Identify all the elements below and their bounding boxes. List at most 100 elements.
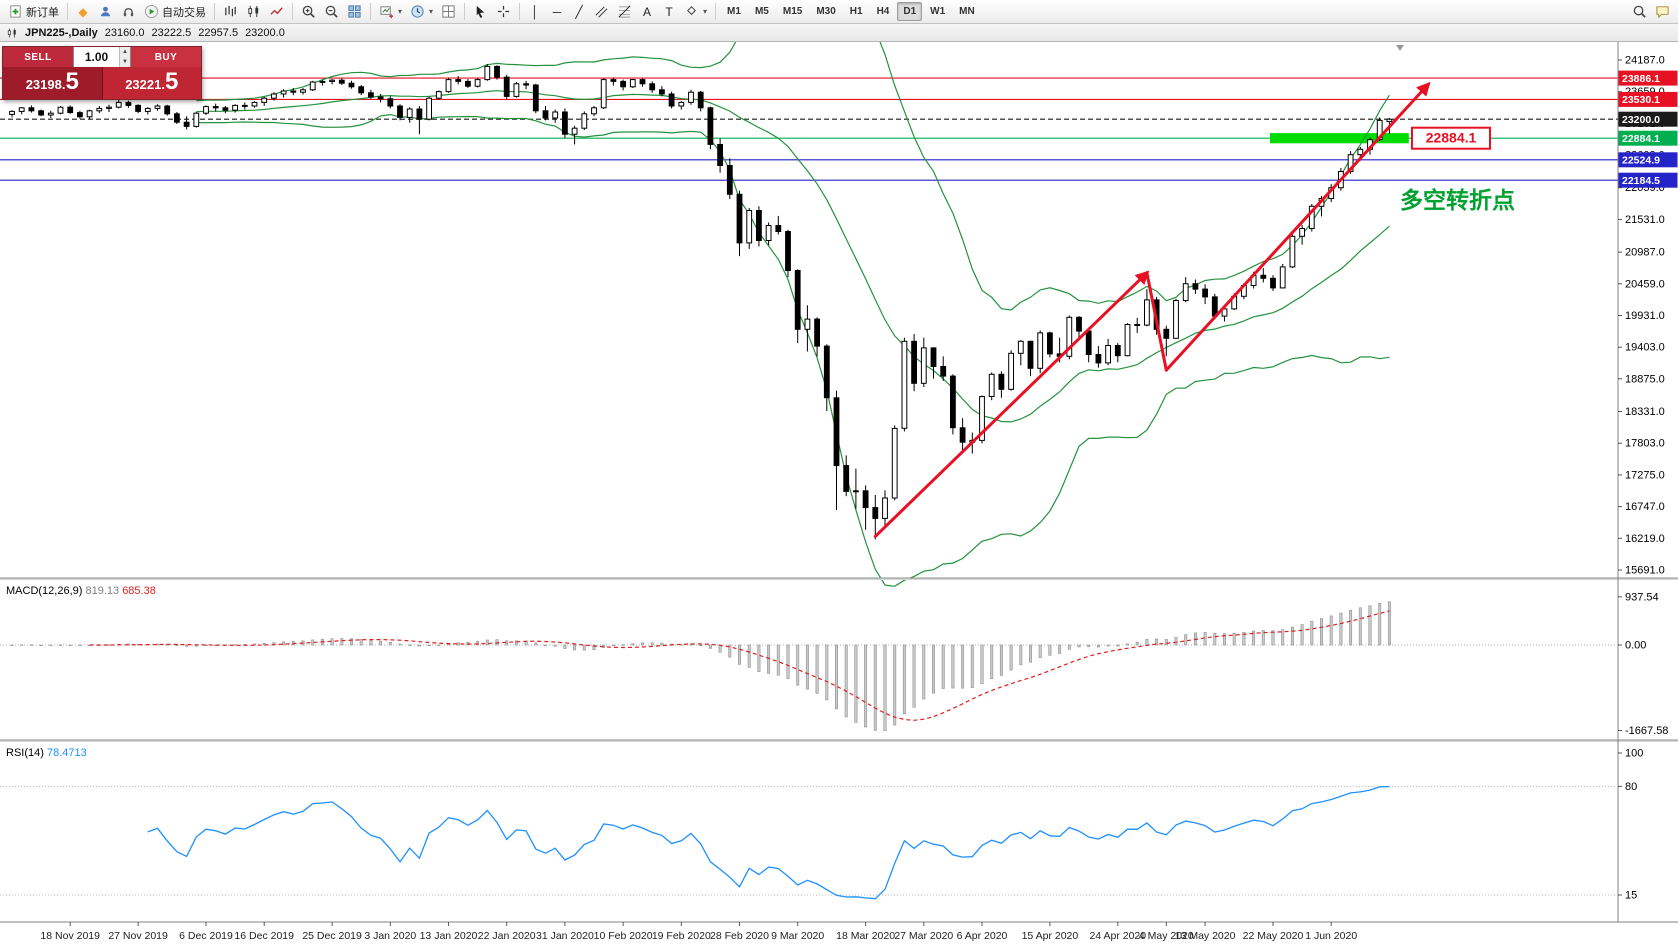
svg-text:80: 80	[1625, 781, 1637, 793]
label-button[interactable]: T	[658, 2, 680, 22]
toolbar-separator	[214, 3, 215, 20]
svg-text:18 Mar 2020: 18 Mar 2020	[836, 930, 895, 942]
support-button[interactable]	[117, 2, 140, 22]
autotrading-button[interactable]: 自动交易	[140, 2, 210, 22]
fibonacci-button[interactable]	[613, 2, 636, 22]
chart-symbol-period: JPN225-,Daily	[25, 26, 98, 39]
svg-text:MACD(12,26,9) 819.13 685.38: MACD(12,26,9) 819.13 685.38	[6, 585, 156, 597]
volume-control[interactable]: 1.00 ▲ ▼	[73, 47, 131, 67]
grid2-icon	[441, 4, 456, 19]
bar-chart-button[interactable]	[219, 2, 242, 22]
svg-text:28 Feb 2020: 28 Feb 2020	[710, 930, 769, 942]
note-annotation[interactable]: 多空转折点	[1400, 187, 1515, 213]
trendline-button[interactable]: ╱	[568, 2, 590, 22]
supply-zone[interactable]	[1270, 133, 1409, 144]
svg-text:22884.1: 22884.1	[1622, 133, 1660, 145]
volume-down-button[interactable]: ▼	[120, 57, 130, 67]
chat-button[interactable]	[1651, 2, 1674, 22]
svg-text:21531.0: 21531.0	[1625, 214, 1665, 226]
panel-divider[interactable]	[0, 740, 1678, 742]
buy-button[interactable]: BUY	[131, 47, 201, 67]
svg-text:22184.5: 22184.5	[1622, 175, 1660, 187]
svg-text:15 Apr 2020: 15 Apr 2020	[1022, 930, 1079, 942]
new-order-button[interactable]: 新订单	[4, 2, 63, 22]
horizontal-line-button[interactable]: ─	[546, 2, 568, 22]
profile-button[interactable]	[94, 2, 117, 22]
timeframe-m5[interactable]: M5	[754, 6, 769, 17]
volume-up-button[interactable]: ▲	[120, 47, 130, 57]
panel-divider[interactable]	[0, 578, 1678, 580]
tile-windows-button[interactable]	[343, 2, 366, 22]
chart-shift-marker[interactable]	[1396, 45, 1404, 51]
svg-text:1 Jun 2020: 1 Jun 2020	[1305, 930, 1357, 942]
favorites-icon-glyph-icon: ◆	[78, 4, 88, 19]
cursor-button[interactable]	[469, 2, 492, 22]
svg-text:22 May 2020: 22 May 2020	[1243, 930, 1304, 942]
search-button[interactable]	[1628, 2, 1651, 22]
clock-icon	[410, 4, 425, 19]
channel-button[interactable]	[590, 2, 613, 22]
cursor-icon	[473, 4, 488, 19]
svg-text:25 Dec 2019: 25 Dec 2019	[302, 930, 362, 942]
svg-text:19 Feb 2020: 19 Feb 2020	[652, 930, 711, 942]
svg-text:20987.0: 20987.0	[1625, 247, 1665, 259]
ohlc-open: 23160.0	[104, 26, 145, 39]
new-chart-button[interactable]: ▾	[375, 2, 406, 22]
zoom-out-icon	[324, 4, 339, 19]
toolbar-separator	[715, 3, 717, 20]
macd-panel: MACD(12,26,9) 819.13 685.38 937.54 0.00 -16…	[0, 585, 1668, 737]
channel-icon	[594, 4, 609, 19]
svg-text:6 Dec 2019: 6 Dec 2019	[179, 930, 233, 942]
price-axis[interactable]: 24187.023659.023131.022603.022059.021531…	[1618, 55, 1678, 577]
svg-text:24187.0: 24187.0	[1625, 55, 1665, 67]
favorites-icon[interactable]: ◆	[72, 2, 94, 22]
svg-text:-1667.58: -1667.58	[1625, 725, 1668, 737]
sell-button[interactable]: SELL	[3, 47, 73, 67]
timeframe-m15[interactable]: M15	[782, 6, 803, 17]
autotrading-button-label: 自动交易	[162, 6, 206, 19]
zoom-in-button[interactable]	[297, 2, 320, 22]
timeframe-h4[interactable]: H4	[876, 6, 890, 17]
line-chart-button[interactable]	[265, 2, 288, 22]
text-button[interactable]: A	[636, 2, 658, 22]
timeframe-m30[interactable]: M30	[816, 6, 836, 17]
svg-text:937.54: 937.54	[1625, 591, 1659, 603]
price-tag-annotation[interactable]: 22884.1	[1411, 126, 1491, 150]
svg-text:17275.0: 17275.0	[1625, 469, 1665, 481]
period-button[interactable]: ▾	[406, 2, 437, 22]
time-axis[interactable]: 18 Nov 2019 27 Nov 2019 6 Dec 2019 16 Dec 2…	[40, 922, 1357, 942]
toolbar-separator	[519, 3, 521, 20]
zoom-in-icon	[301, 4, 316, 19]
profiles-button[interactable]	[437, 2, 460, 22]
svg-text:18 Nov 2019: 18 Nov 2019	[40, 930, 100, 942]
svg-text:多空转折点: 多空转折点	[1400, 187, 1515, 213]
candles-chart-icon	[246, 4, 261, 19]
toolbar-separator	[464, 3, 466, 20]
buy-price[interactable]: 23221. 5	[102, 67, 201, 99]
volume-spinner: ▲ ▼	[119, 47, 130, 67]
timeframe-h1[interactable]: H1	[849, 6, 863, 17]
svg-text:18875.0: 18875.0	[1625, 373, 1665, 385]
trendline-button-glyph-icon: ╱	[575, 4, 583, 19]
zoom-out-button[interactable]	[320, 2, 343, 22]
timeframe-m1[interactable]: M1	[727, 6, 741, 17]
sell-price[interactable]: 23198. 5	[3, 67, 103, 99]
toolbar-right-group	[1628, 2, 1674, 22]
crosshair-button[interactable]	[492, 2, 515, 22]
svg-text:3 Jan 2020: 3 Jan 2020	[364, 930, 416, 942]
crosshair-icon	[496, 4, 511, 19]
trend-arrow-annotation[interactable]	[873, 81, 1431, 538]
volume-value[interactable]: 1.00	[84, 50, 109, 64]
ohlc-high: 23222.5	[151, 26, 192, 39]
shapes-button[interactable]: ▾	[680, 2, 711, 22]
vertical-line-button[interactable]: │	[524, 2, 546, 22]
timeframe-w1[interactable]: W1	[930, 6, 946, 17]
timeframe-mn[interactable]: MN	[959, 6, 975, 17]
svg-text:4 May 2020: 4 May 2020	[1139, 930, 1194, 942]
ohlc-low: 22957.5	[198, 26, 239, 39]
svg-text:19403.0: 19403.0	[1625, 342, 1665, 354]
timeframe-d1[interactable]: D1	[897, 2, 923, 21]
candle-chart-button[interactable]	[242, 2, 265, 22]
svg-text:13 May 2020: 13 May 2020	[1175, 930, 1236, 942]
